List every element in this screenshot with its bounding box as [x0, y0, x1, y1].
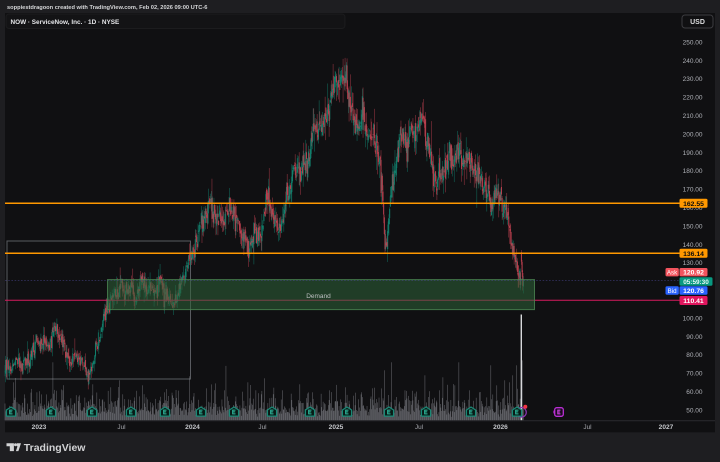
svg-text:190.00: 190.00	[683, 150, 703, 157]
svg-text:2025: 2025	[329, 424, 344, 431]
svg-text:Bid: Bid	[668, 288, 678, 295]
svg-text:100.00: 100.00	[683, 315, 703, 322]
svg-text:210.00: 210.00	[683, 113, 703, 120]
svg-text:2023: 2023	[32, 424, 47, 431]
svg-text:230.00: 230.00	[683, 76, 703, 83]
svg-text:120.76: 120.76	[683, 288, 704, 295]
svg-text:2024: 2024	[185, 424, 200, 431]
svg-text:USD: USD	[690, 19, 705, 26]
svg-text:240.00: 240.00	[683, 58, 703, 65]
svg-text:140.00: 140.00	[683, 242, 703, 249]
svg-text:150.00: 150.00	[683, 223, 703, 230]
svg-text:130.00: 130.00	[683, 260, 703, 267]
svg-text:200.00: 200.00	[683, 131, 703, 138]
svg-text:Ask: Ask	[667, 270, 678, 277]
svg-text:Jul: Jul	[117, 424, 125, 431]
svg-text:Jul: Jul	[583, 424, 591, 431]
svg-text:NOW · ServiceNow, Inc. · 1D ·: NOW · ServiceNow, Inc. · 1D · NYSE	[11, 19, 121, 26]
svg-text:80.00: 80.00	[686, 352, 703, 359]
svg-text:soppiestdragoon created with T: soppiestdragoon created with TradingView…	[7, 5, 207, 11]
svg-text:70.00: 70.00	[686, 371, 703, 378]
svg-text:TradingView: TradingView	[24, 442, 86, 454]
svg-text:136.14: 136.14	[683, 251, 704, 258]
svg-text:162.55: 162.55	[683, 201, 704, 208]
svg-text:50.00: 50.00	[686, 407, 703, 414]
svg-text:110.41: 110.41	[683, 298, 704, 305]
svg-text:Jul: Jul	[415, 424, 423, 431]
svg-text:Jul: Jul	[258, 424, 266, 431]
svg-text:Demand: Demand	[306, 293, 331, 300]
svg-text:2026: 2026	[493, 424, 508, 431]
svg-text:160.00: 160.00	[683, 205, 703, 212]
svg-text:180.00: 180.00	[683, 168, 703, 175]
svg-text:60.00: 60.00	[686, 389, 703, 396]
svg-text:90.00: 90.00	[686, 334, 703, 341]
svg-text:170.00: 170.00	[683, 187, 703, 194]
svg-text:220.00: 220.00	[683, 95, 703, 102]
svg-text:120.92: 120.92	[683, 270, 704, 277]
svg-text:2027: 2027	[659, 424, 674, 431]
svg-text:250.00: 250.00	[683, 39, 703, 46]
svg-text:05:59:30: 05:59:30	[683, 279, 709, 286]
